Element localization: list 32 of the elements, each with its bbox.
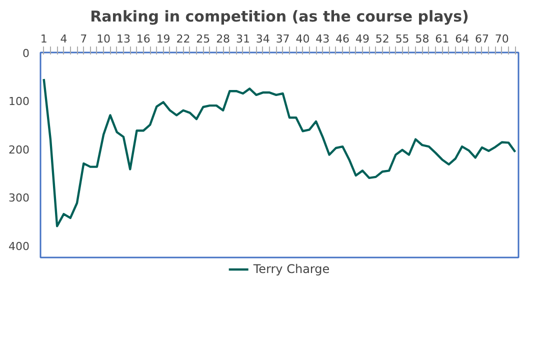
x-tick-label: 7 [80,32,88,46]
x-tick-label: 28 [216,32,230,46]
y-tick-label: 0 [22,47,30,60]
y-tick-label: 200 [8,143,30,156]
x-tick-label: 61 [435,32,450,46]
x-tick-label: 58 [415,32,430,46]
y-tick-label: 300 [8,192,30,205]
x-tick-label: 10 [96,32,111,46]
x-tick-label: 34 [256,32,270,46]
x-tick-label: 16 [136,32,150,46]
legend-label: Terry Charge [253,262,330,276]
x-tick-label: 13 [116,32,130,46]
x-tick-label: 25 [196,32,210,46]
x-tick-label: 19 [156,32,170,46]
line-series [42,78,516,228]
x-tick-label: 52 [375,32,390,46]
x-tick-label: 40 [296,32,310,46]
x-tick-label: 49 [355,32,370,46]
x-tick-label: 70 [494,32,509,46]
x-tick-label: 67 [474,32,489,46]
x-tick-label: 37 [276,32,290,46]
x-tick-label: 31 [236,32,250,46]
x-tick-label: 22 [176,32,190,46]
x-tick-label: 64 [455,32,470,46]
x-tick-label: 46 [336,32,350,46]
chart-title: Ranking in competition (as the course plays) [90,8,469,26]
y-tick-label: 100 [8,95,30,108]
x-tick-label: 1 [40,32,48,46]
x-tick-label: 55 [395,32,410,46]
y-tick-label: 400 [8,240,30,253]
x-tick-label: 43 [316,32,330,46]
x-tick-label: 4 [60,32,68,46]
